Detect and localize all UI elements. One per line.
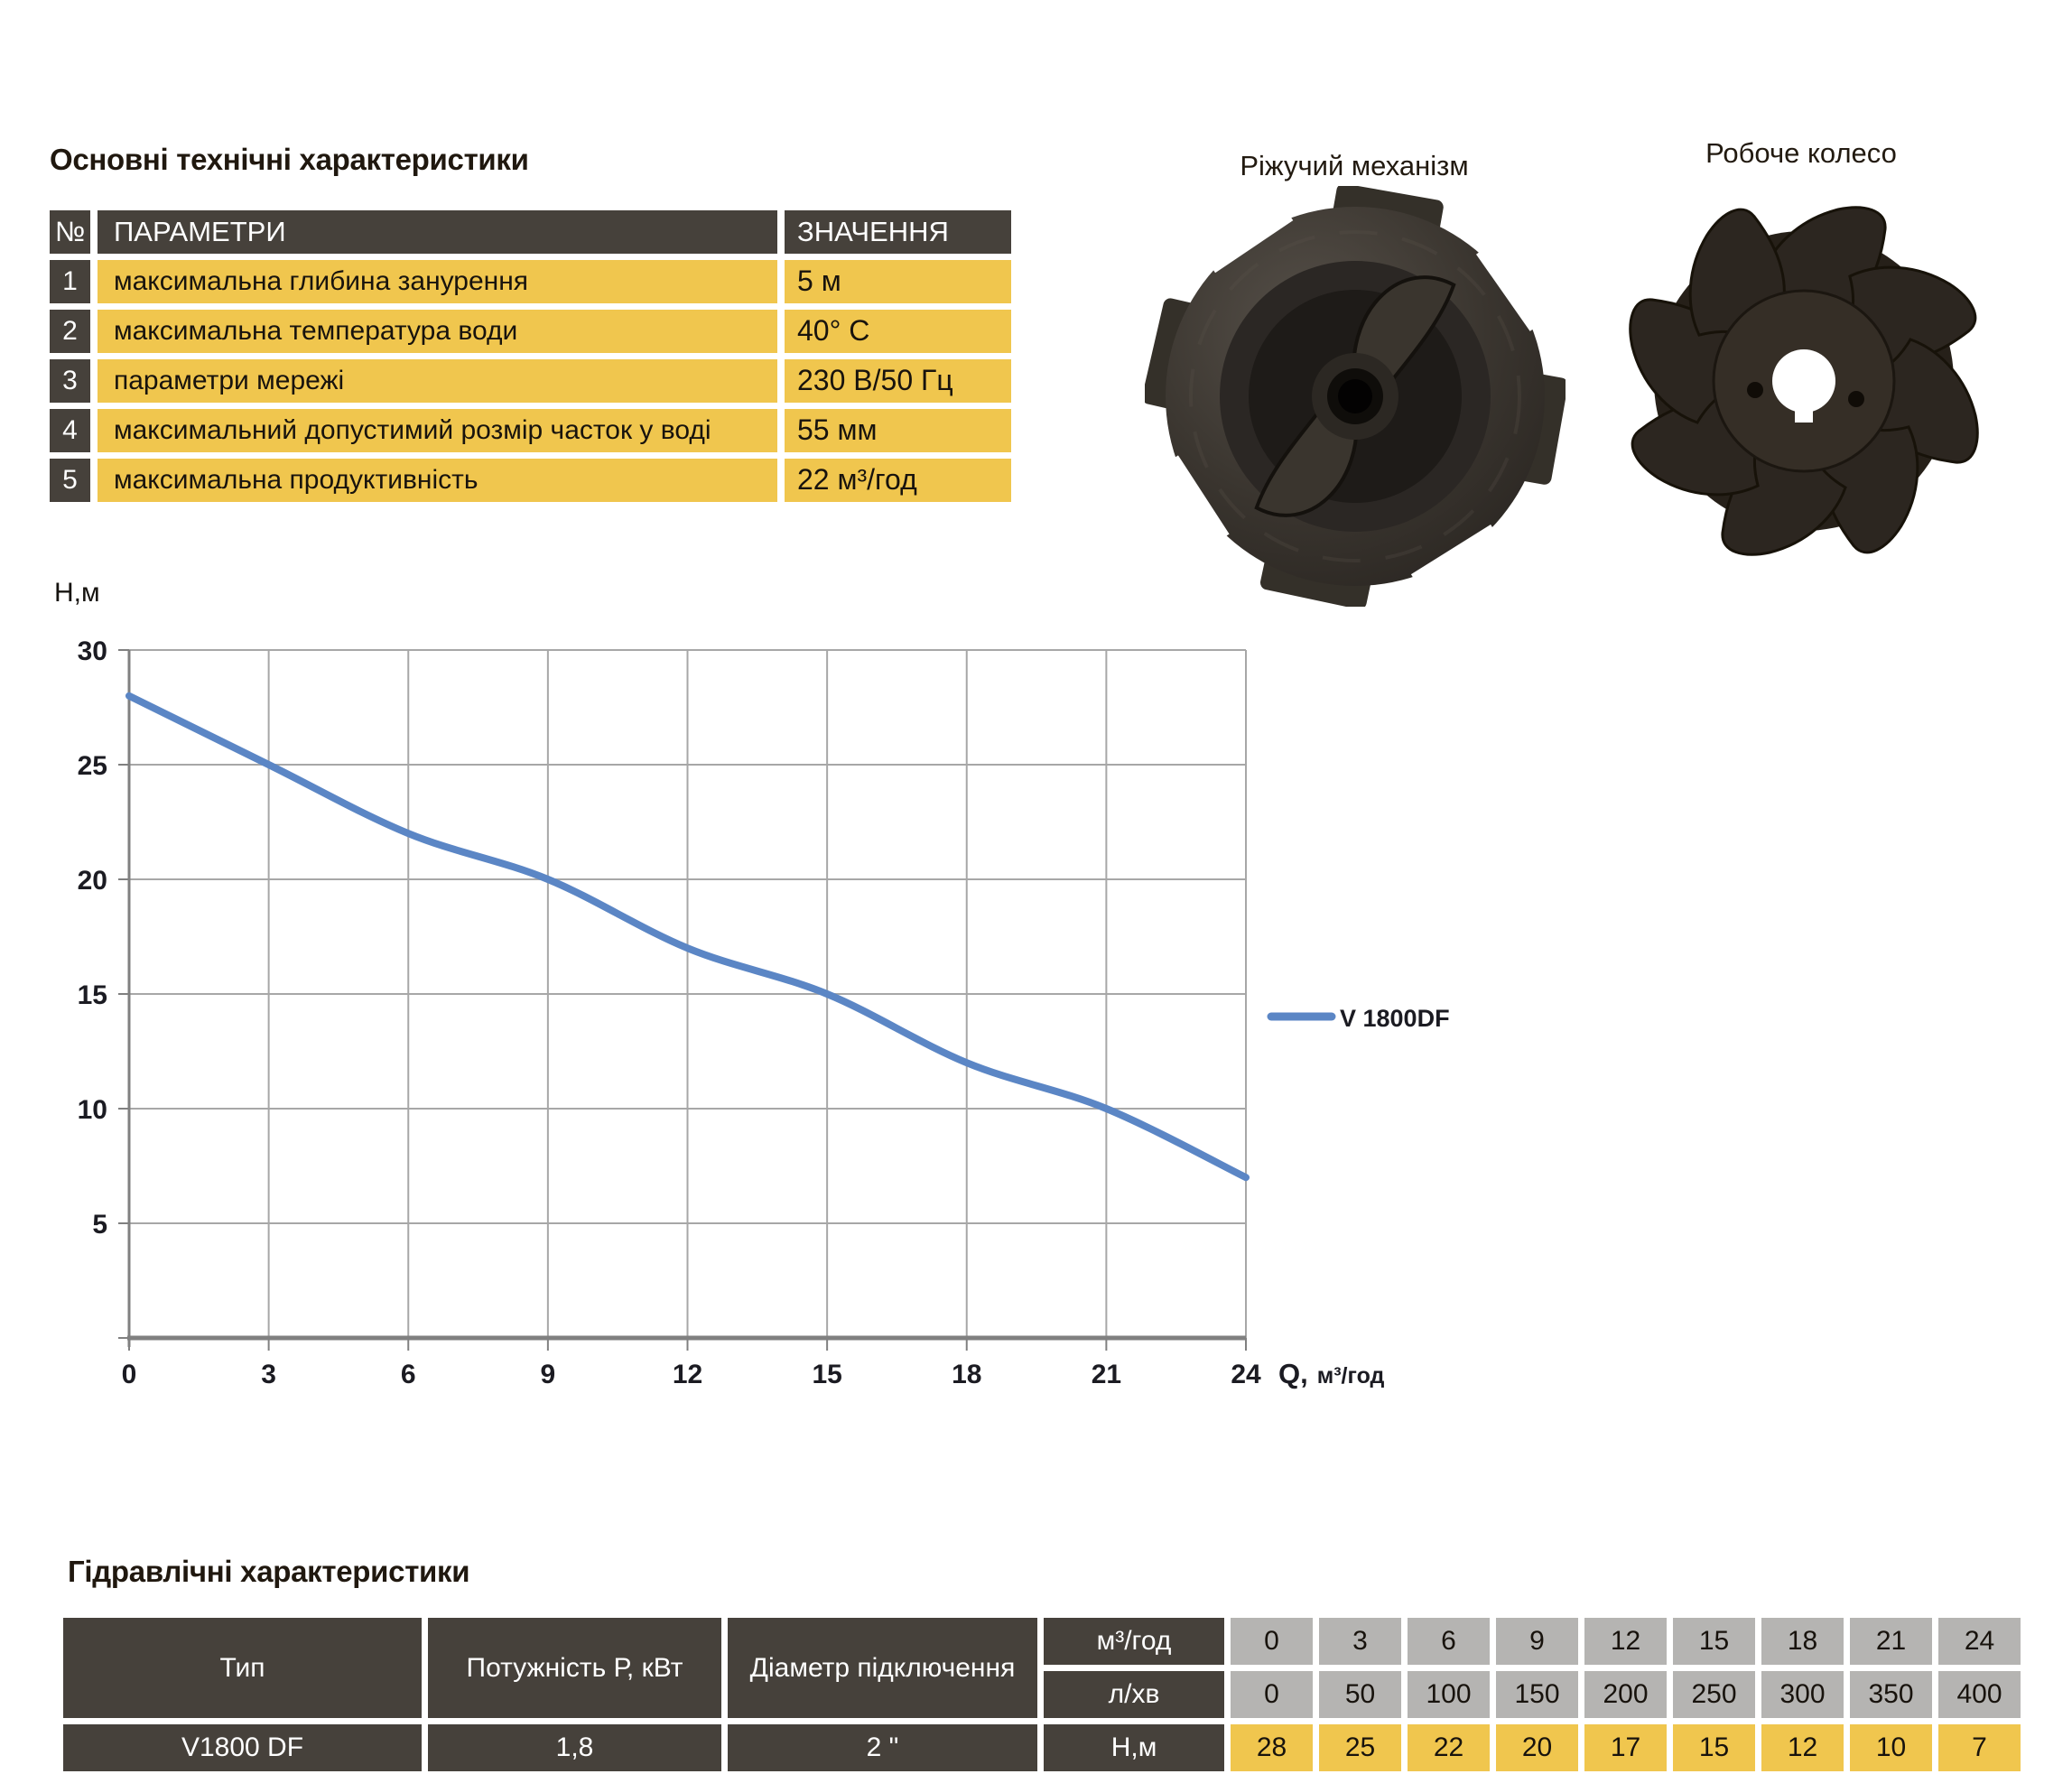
hyd-head-value: 10	[1850, 1724, 1932, 1771]
specs-table: № ПАРАМЕТРИ ЗНАЧЕННЯ 1 максимальна глибин…	[50, 210, 1011, 502]
hyd-unit-value: 0	[1231, 1671, 1313, 1718]
hyd-unit-value: 24	[1938, 1618, 2021, 1665]
hyd-row-diameter: 2 "	[728, 1724, 1037, 1771]
hyd-header-type: Тип	[63, 1618, 422, 1718]
hyd-unit-value: 0	[1231, 1618, 1313, 1665]
impeller-photo-label: Робоче колесо	[1705, 137, 1897, 169]
hyd-head-value: 15	[1673, 1724, 1755, 1771]
x-tick-label: 3	[261, 1360, 276, 1389]
hyd-row-type: V1800 DF	[63, 1724, 422, 1771]
hyd-unit-value: 50	[1319, 1671, 1401, 1718]
specs-header-param: ПАРАМЕТРИ	[98, 210, 777, 254]
spec-row-param: максимальна температура води	[98, 310, 777, 353]
hyd-unit-value: 300	[1761, 1671, 1844, 1718]
hyd-unit-value: 18	[1761, 1618, 1844, 1665]
hyd-row-power: 1,8	[428, 1724, 721, 1771]
hyd-unit-value: 400	[1938, 1671, 2021, 1718]
hyd-head-value: 22	[1408, 1724, 1490, 1771]
hydraulic-table: Тип Потужність Р, кВт Діаметр підключення м…	[63, 1618, 2021, 1771]
x-tick-label: 15	[812, 1360, 841, 1389]
hyd-unit-value: 3	[1319, 1618, 1401, 1665]
spec-row-value: 40° С	[785, 310, 1011, 353]
x-tick-label: 24	[1231, 1360, 1261, 1389]
hyd-head-value: 28	[1231, 1724, 1313, 1771]
spec-row-value: 5 м	[785, 260, 1011, 303]
hydraulic-title: Гідравлічні характеристики	[68, 1555, 470, 1588]
hyd-unit-value: 200	[1584, 1671, 1667, 1718]
cutting-mechanism-image	[1145, 186, 1566, 607]
x-tick-label: 0	[122, 1360, 137, 1389]
spec-row-number: 5	[50, 459, 90, 502]
hyd-unit-value: 100	[1408, 1671, 1490, 1718]
hyd-header-diameter: Діаметр підключення	[728, 1618, 1037, 1718]
spec-row-param: параметри мережі	[98, 359, 777, 403]
hyd-header-power: Потужність Р, кВт	[428, 1618, 721, 1718]
specs-header-value: ЗНАЧЕННЯ	[785, 210, 1011, 254]
hyd-head-value: 17	[1584, 1724, 1667, 1771]
y-tick-label: 25	[78, 751, 107, 781]
y-tick-label: 5	[92, 1210, 107, 1240]
hyd-unit-value: 9	[1496, 1618, 1578, 1665]
specs-header-num: №	[50, 210, 90, 254]
hyd-unit-value: 21	[1850, 1618, 1932, 1665]
hyd-unit-value: 6	[1408, 1618, 1490, 1665]
cutter-body	[1145, 186, 1566, 607]
x-tick-label: 9	[541, 1360, 556, 1389]
y-tick-label: 15	[78, 980, 107, 1010]
impeller-body	[1621, 199, 1986, 563]
spec-row-number: 3	[50, 359, 90, 403]
hyd-unit-value: 12	[1584, 1618, 1667, 1665]
spec-row-number: 1	[50, 260, 90, 303]
hyd-head-value: 20	[1496, 1724, 1578, 1771]
hyd-head-value: 7	[1938, 1724, 2021, 1771]
x-tick-label: 6	[401, 1360, 416, 1389]
specs-title: Основні технічні характеристики	[50, 143, 529, 176]
hyd-unit-label: м³/год	[1044, 1618, 1224, 1665]
spec-row-value: 22 м³/год	[785, 459, 1011, 502]
hyd-head-value: 25	[1319, 1724, 1401, 1771]
spec-row-number: 2	[50, 310, 90, 353]
hyd-unit-label: л/хв	[1044, 1671, 1224, 1718]
y-tick-label: 20	[78, 866, 107, 896]
spec-row-value: 230 В/50 Гц	[785, 359, 1011, 403]
x-tick-label: 18	[952, 1360, 981, 1389]
impeller-image	[1621, 199, 1986, 563]
hyd-row-label: Н,м	[1044, 1724, 1224, 1771]
cutter-photo-label: Ріжучий механізм	[1240, 150, 1469, 181]
hyd-unit-value: 15	[1673, 1618, 1755, 1665]
hyd-unit-value: 250	[1673, 1671, 1755, 1718]
spec-row-param: максимальна продуктивність	[98, 459, 777, 502]
pump-curve-chart: 5 10 15 20 25 30 0 3 6 9 12 15 18 21 24 Q, м³/год V 1800D…	[78, 636, 1450, 1389]
spec-row-number: 4	[50, 409, 90, 452]
chart-x-axis-title: Q, м³/год	[1278, 1358, 1385, 1389]
spec-row-value: 55 мм	[785, 409, 1011, 452]
hyd-unit-value: 350	[1850, 1671, 1932, 1718]
hyd-head-value: 12	[1761, 1724, 1844, 1771]
spec-row-param: максимальний допустимий розмір часток у …	[98, 409, 777, 452]
hyd-unit-value: 150	[1496, 1671, 1578, 1718]
y-tick-label: 10	[78, 1095, 107, 1125]
chart-y-axis-title: Н,м	[54, 578, 100, 608]
spec-row-param: максимальна глибина занурення	[98, 260, 777, 303]
legend-series-label: V 1800DF	[1340, 1005, 1450, 1032]
x-tick-label: 12	[673, 1360, 702, 1389]
pump-curve-line	[125, 692, 1250, 1182]
x-tick-label: 21	[1092, 1360, 1121, 1389]
y-tick-label: 30	[78, 636, 107, 666]
